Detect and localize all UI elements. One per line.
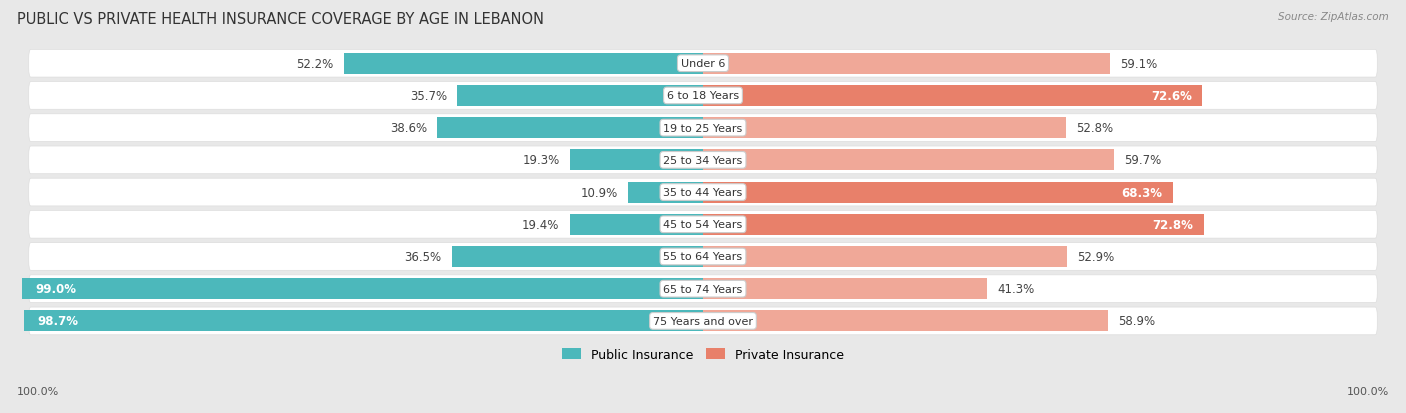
Bar	[344, 54, 703, 74]
FancyBboxPatch shape	[28, 307, 1378, 335]
Bar	[457, 86, 703, 107]
Text: 41.3%: 41.3%	[997, 282, 1035, 295]
Bar	[24, 311, 703, 332]
Text: 75 Years and over: 75 Years and over	[652, 316, 754, 326]
Text: 98.7%: 98.7%	[38, 315, 79, 328]
Text: 52.2%: 52.2%	[297, 57, 333, 71]
Text: 55 to 64 Years: 55 to 64 Years	[664, 252, 742, 262]
Text: 68.3%: 68.3%	[1122, 186, 1163, 199]
Text: 38.6%: 38.6%	[389, 122, 427, 135]
Text: 35 to 44 Years: 35 to 44 Years	[664, 188, 742, 197]
Text: 6 to 18 Years: 6 to 18 Years	[666, 91, 740, 101]
Bar	[703, 86, 1202, 107]
Bar	[628, 182, 703, 203]
FancyBboxPatch shape	[28, 179, 1378, 206]
Bar	[571, 150, 703, 171]
Text: 59.7%: 59.7%	[1123, 154, 1161, 167]
Text: Under 6: Under 6	[681, 59, 725, 69]
FancyBboxPatch shape	[28, 243, 1378, 271]
FancyBboxPatch shape	[28, 50, 1378, 78]
Text: Source: ZipAtlas.com: Source: ZipAtlas.com	[1278, 12, 1389, 22]
Bar	[703, 247, 1067, 267]
Bar	[451, 247, 703, 267]
Bar	[703, 54, 1109, 74]
Bar	[703, 278, 987, 299]
Bar	[569, 214, 703, 235]
Bar	[703, 182, 1173, 203]
Text: 19 to 25 Years: 19 to 25 Years	[664, 123, 742, 133]
FancyBboxPatch shape	[28, 114, 1378, 142]
Bar	[22, 278, 703, 299]
Bar	[703, 214, 1204, 235]
Text: 19.4%: 19.4%	[522, 218, 560, 231]
Text: 99.0%: 99.0%	[35, 282, 77, 295]
Legend: Public Insurance, Private Insurance: Public Insurance, Private Insurance	[557, 343, 849, 366]
Text: 100.0%: 100.0%	[1347, 387, 1389, 396]
Bar	[703, 150, 1114, 171]
Text: 36.5%: 36.5%	[405, 250, 441, 263]
Bar	[703, 311, 1108, 332]
Text: 10.9%: 10.9%	[581, 186, 617, 199]
Bar	[703, 118, 1066, 139]
Text: 35.7%: 35.7%	[411, 90, 447, 103]
FancyBboxPatch shape	[28, 147, 1378, 174]
Text: 72.6%: 72.6%	[1152, 90, 1192, 103]
Text: PUBLIC VS PRIVATE HEALTH INSURANCE COVERAGE BY AGE IN LEBANON: PUBLIC VS PRIVATE HEALTH INSURANCE COVER…	[17, 12, 544, 27]
Text: 65 to 74 Years: 65 to 74 Years	[664, 284, 742, 294]
Text: 59.1%: 59.1%	[1121, 57, 1157, 71]
FancyBboxPatch shape	[28, 211, 1378, 239]
Text: 52.8%: 52.8%	[1077, 122, 1114, 135]
Text: 72.8%: 72.8%	[1153, 218, 1194, 231]
Text: 19.3%: 19.3%	[523, 154, 560, 167]
Text: 58.9%: 58.9%	[1119, 315, 1156, 328]
FancyBboxPatch shape	[28, 275, 1378, 303]
FancyBboxPatch shape	[28, 82, 1378, 110]
Text: 45 to 54 Years: 45 to 54 Years	[664, 220, 742, 230]
Text: 100.0%: 100.0%	[17, 387, 59, 396]
Text: 25 to 34 Years: 25 to 34 Years	[664, 155, 742, 166]
Bar	[437, 118, 703, 139]
Text: 52.9%: 52.9%	[1077, 250, 1115, 263]
